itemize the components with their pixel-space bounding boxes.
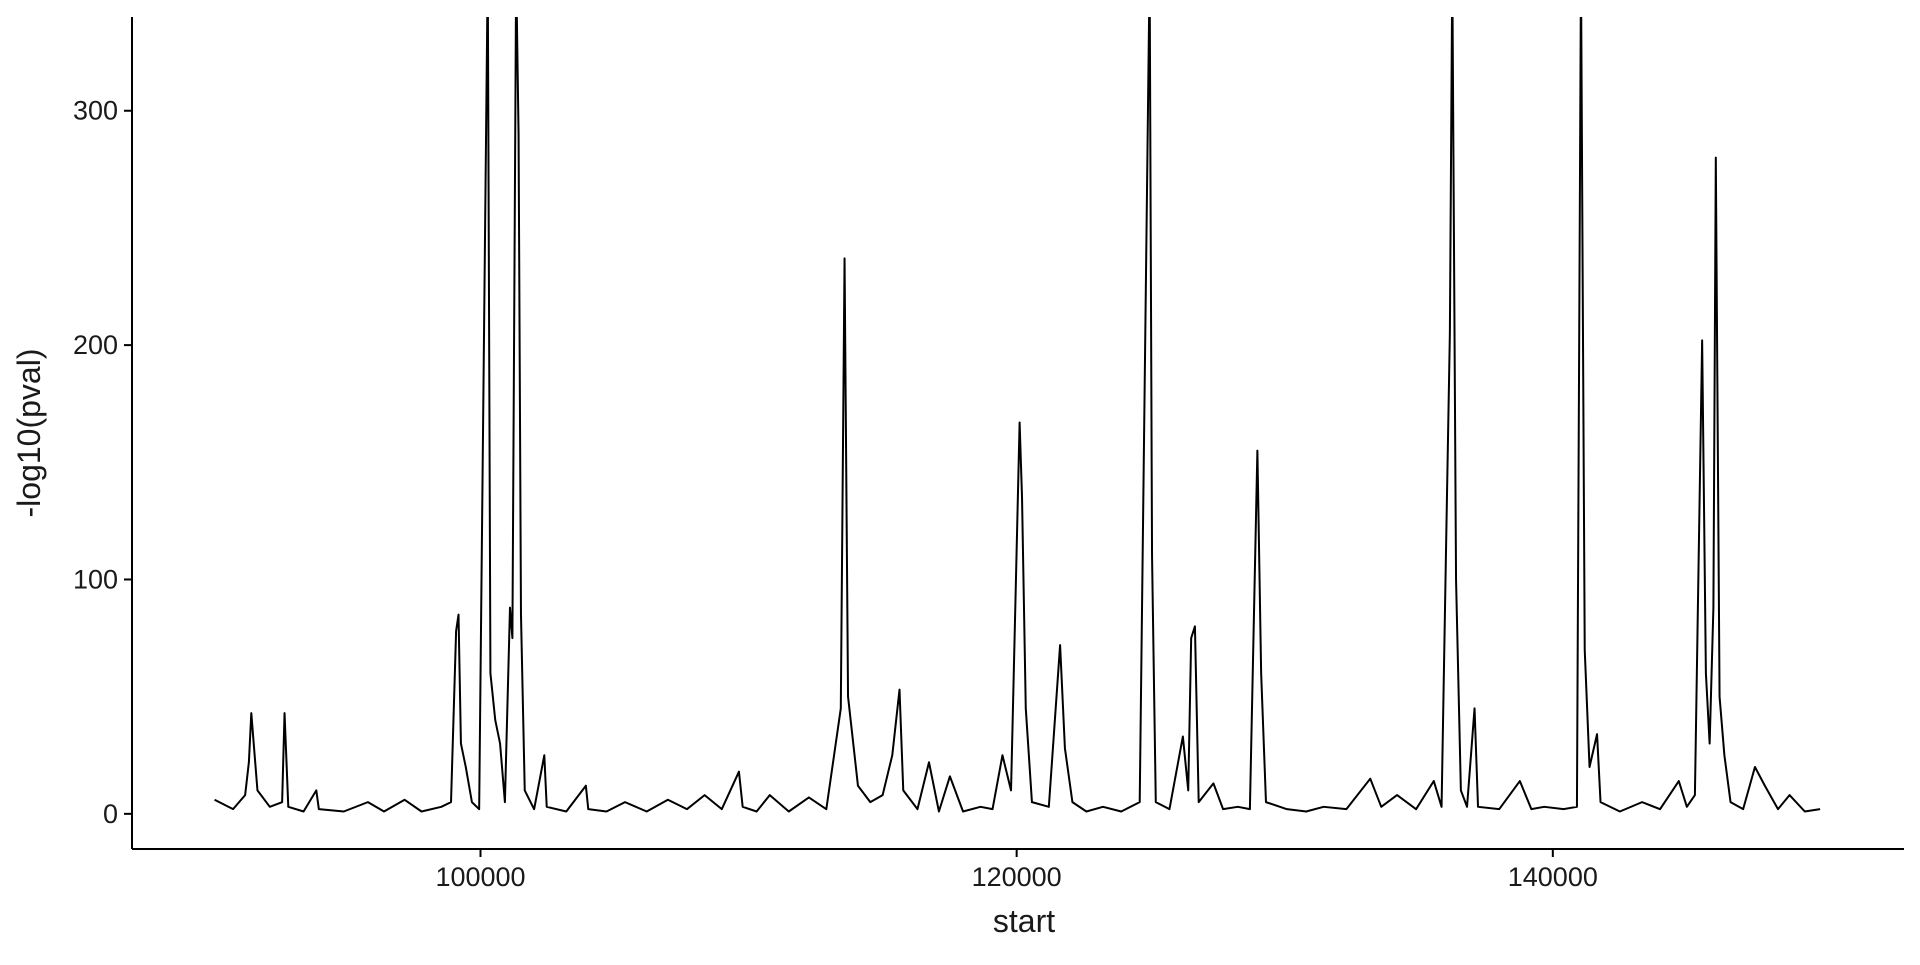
y-axis-title: -log10(pval) bbox=[11, 349, 47, 518]
y-tick-label: 300 bbox=[73, 96, 118, 126]
y-tick-label: 100 bbox=[73, 564, 118, 594]
x-tick-label: 140000 bbox=[1508, 862, 1598, 892]
data-line bbox=[214, 17, 1821, 813]
x-tick-label: 120000 bbox=[972, 862, 1062, 892]
x-axis-title: start bbox=[993, 903, 1055, 939]
x-tick-label: 100000 bbox=[435, 862, 525, 892]
y-tick-label: 200 bbox=[73, 330, 118, 360]
y-tick-label: 0 bbox=[103, 799, 118, 829]
